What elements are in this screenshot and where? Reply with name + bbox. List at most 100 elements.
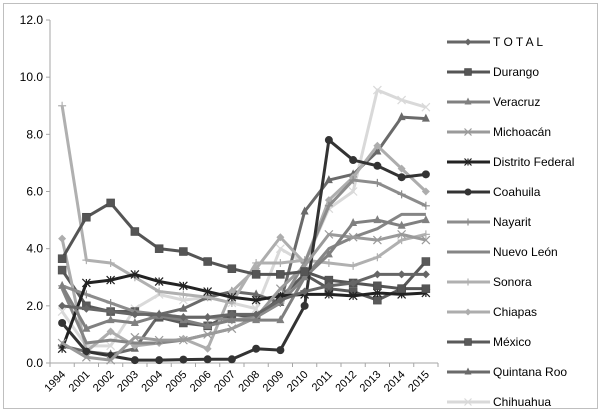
triangle-marker: [130, 317, 139, 326]
diamond-marker: [276, 296, 285, 305]
diamond-marker: [203, 344, 212, 353]
triangle-marker: [276, 315, 285, 324]
x-tick-label: 2015: [406, 369, 432, 395]
x-marker: [464, 128, 472, 136]
triangle-marker: [373, 215, 382, 224]
circle-marker: [252, 344, 261, 353]
triangle-marker: [324, 175, 333, 184]
x-marker: [178, 335, 188, 345]
legend-item: Distrito Federal: [447, 155, 574, 169]
plus-marker: [373, 253, 382, 262]
square-marker: [227, 264, 237, 273]
diamond-marker: [324, 281, 333, 290]
x-marker: [203, 329, 213, 339]
square-marker: [251, 270, 261, 279]
triangle-marker: [397, 112, 406, 121]
x-tick-label: 2012: [333, 369, 359, 395]
triangle-marker: [252, 315, 261, 324]
triangle-marker: [179, 303, 188, 312]
series-veracruz: [58, 215, 430, 332]
diamond-marker: [106, 327, 115, 336]
triangle-marker: [464, 367, 472, 375]
diamond-marker: [397, 270, 406, 279]
circle-marker: [397, 173, 406, 182]
x-tick-label: 1994: [42, 369, 68, 395]
circle-marker: [324, 136, 333, 145]
square-marker: [130, 227, 140, 236]
plus-marker: [324, 258, 333, 267]
legend-item: Sonora: [447, 275, 532, 289]
circle-marker: [155, 356, 164, 365]
triangle-marker: [227, 315, 236, 324]
series-line: [61, 232, 427, 362]
diamond-marker: [464, 308, 472, 316]
diamond-marker: [276, 233, 285, 242]
plus-marker: [58, 101, 67, 110]
circle-marker: [464, 188, 472, 196]
star-marker: [324, 289, 334, 299]
legend-label: Durango: [493, 65, 539, 79]
legend-label: Sonora: [493, 275, 532, 289]
legend-item: Nayarit: [447, 215, 532, 229]
plus-marker: [179, 290, 188, 299]
x-marker: [106, 341, 116, 351]
diamond-marker: [421, 187, 430, 196]
triangle-marker: [203, 320, 212, 329]
x-tick-label: 2004: [139, 369, 165, 395]
circle-marker: [349, 156, 358, 165]
star-marker: [348, 291, 358, 301]
circle-marker: [130, 356, 139, 365]
square-marker: [397, 284, 406, 293]
square-marker: [464, 338, 472, 346]
plus-marker: [421, 201, 430, 210]
circle-marker: [276, 346, 285, 355]
plus-marker: [106, 298, 115, 307]
diamond-marker: [106, 307, 115, 316]
diamond-marker: [349, 278, 358, 287]
x-marker: [372, 85, 382, 95]
square-marker: [464, 68, 472, 76]
diamond-marker: [58, 301, 67, 310]
x-tick-label: 2002: [91, 369, 117, 395]
star-marker: [372, 288, 382, 298]
x-marker: [57, 338, 67, 348]
series-line: [61, 272, 426, 319]
diamond-marker: [464, 38, 472, 46]
plus-marker: [349, 176, 358, 185]
legend-label: Quintana Roo: [493, 365, 567, 379]
x-tick-label: 2007: [212, 369, 238, 395]
diamond-marker: [227, 310, 236, 319]
x-tick-label: 2011: [310, 369, 335, 394]
legend-item: Veracruz: [447, 95, 540, 109]
legend-item: Chiapas: [447, 305, 537, 319]
triangle-marker: [82, 323, 91, 332]
star-marker: [106, 275, 116, 285]
diamond-marker: [82, 304, 91, 313]
y-tick-label: 12.0: [20, 13, 44, 27]
plus-marker: [106, 258, 115, 267]
diamond-marker: [227, 287, 236, 296]
y-tick-label: 0.0: [26, 356, 43, 370]
legend-label: Distrito Federal: [493, 155, 574, 169]
chart-frame: [3, 3, 598, 409]
star-marker: [178, 281, 188, 291]
x-marker: [397, 95, 407, 105]
x-tick-label: 2006: [188, 369, 214, 395]
legend-item: Coahuila: [447, 185, 541, 199]
square-marker: [276, 270, 285, 279]
triangle-marker: [349, 217, 358, 226]
x-tick-label: 2010: [285, 369, 311, 395]
series-line: [60, 88, 427, 348]
x-marker: [348, 187, 358, 196]
circle-marker: [300, 301, 309, 310]
circle-marker: [227, 355, 236, 364]
diamond-marker: [155, 310, 164, 319]
series-line: [60, 272, 426, 350]
plus-marker: [324, 201, 333, 210]
legend-label: México: [493, 335, 531, 349]
diamond-marker: [252, 310, 261, 319]
legend-label: Veracruz: [493, 95, 540, 109]
legend-label: Nuevo León: [493, 245, 558, 259]
circle-marker: [58, 318, 67, 327]
